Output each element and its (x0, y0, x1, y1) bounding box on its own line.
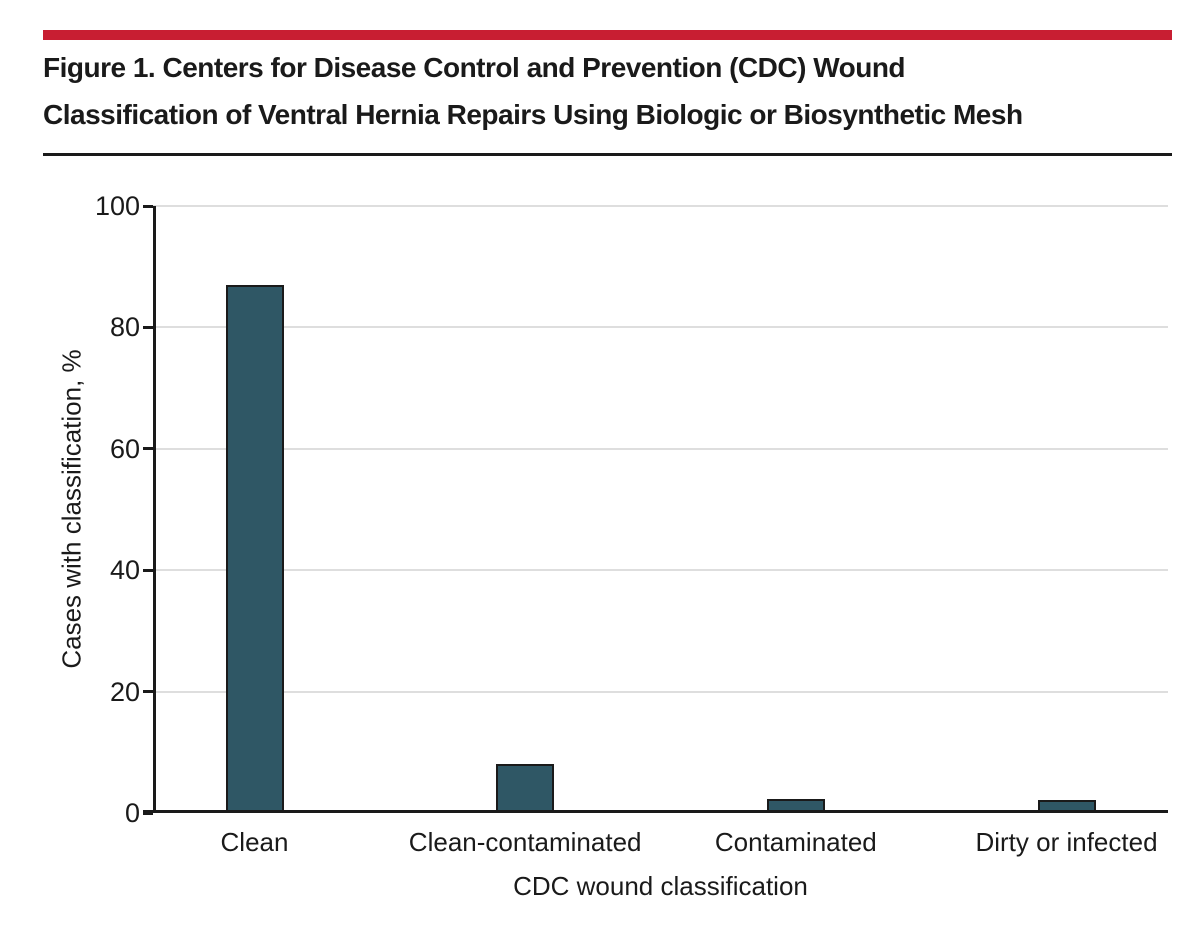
y-axis-line (153, 206, 156, 813)
bar-clean-contaminated (496, 764, 555, 813)
accent-rule (43, 30, 1172, 40)
x-label-dirty-or-infected: Dirty or infected (975, 827, 1158, 857)
y-tick-80 (143, 325, 153, 329)
y-tick-labels: 0 20 40 60 80 100 (0, 191, 140, 828)
y-tick-20 (143, 690, 153, 694)
y-tick-label-80: 80 (109, 312, 140, 343)
x-axis-title: CDC wound classification (513, 871, 808, 901)
gridline-40 (153, 569, 1168, 572)
gridline-60 (153, 447, 1168, 450)
x-axis-line (143, 810, 1168, 813)
bar-dirty-or-infected (1037, 800, 1096, 813)
figure-title-line-1: Figure 1. Centers for Disease Control an… (43, 52, 906, 83)
figure-title-line-2: Classification of Ventral Hernia Repairs… (43, 99, 1023, 130)
y-tick-60 (143, 447, 153, 451)
y-tick-100 (143, 204, 153, 208)
gridline-80 (153, 326, 1168, 329)
y-tick-label-60: 60 (109, 433, 140, 464)
figure-title: Figure 1. Centers for Disease Control an… (43, 44, 1183, 138)
gridline-100 (153, 205, 1168, 207)
bar-clean (225, 284, 284, 813)
y-tick-label-100: 100 (94, 191, 140, 221)
y-tick-label-0: 0 (124, 798, 140, 828)
x-label-clean-contaminated: Clean-contaminated (408, 827, 642, 857)
bar-contaminated (766, 799, 825, 813)
y-tick-label-20: 20 (109, 676, 140, 707)
y-tick-40 (143, 568, 153, 572)
y-tick-0 (143, 811, 153, 815)
x-label-clean: Clean (220, 827, 289, 857)
title-divider (43, 153, 1172, 156)
x-tick-labels: Clean Clean-contaminated Contaminated Dirty… (153, 827, 1168, 861)
x-label-contaminated: Contaminated (714, 827, 877, 857)
y-tick-label-40: 40 (109, 555, 140, 586)
gridline-20 (153, 690, 1168, 693)
plot-area (143, 204, 1168, 815)
